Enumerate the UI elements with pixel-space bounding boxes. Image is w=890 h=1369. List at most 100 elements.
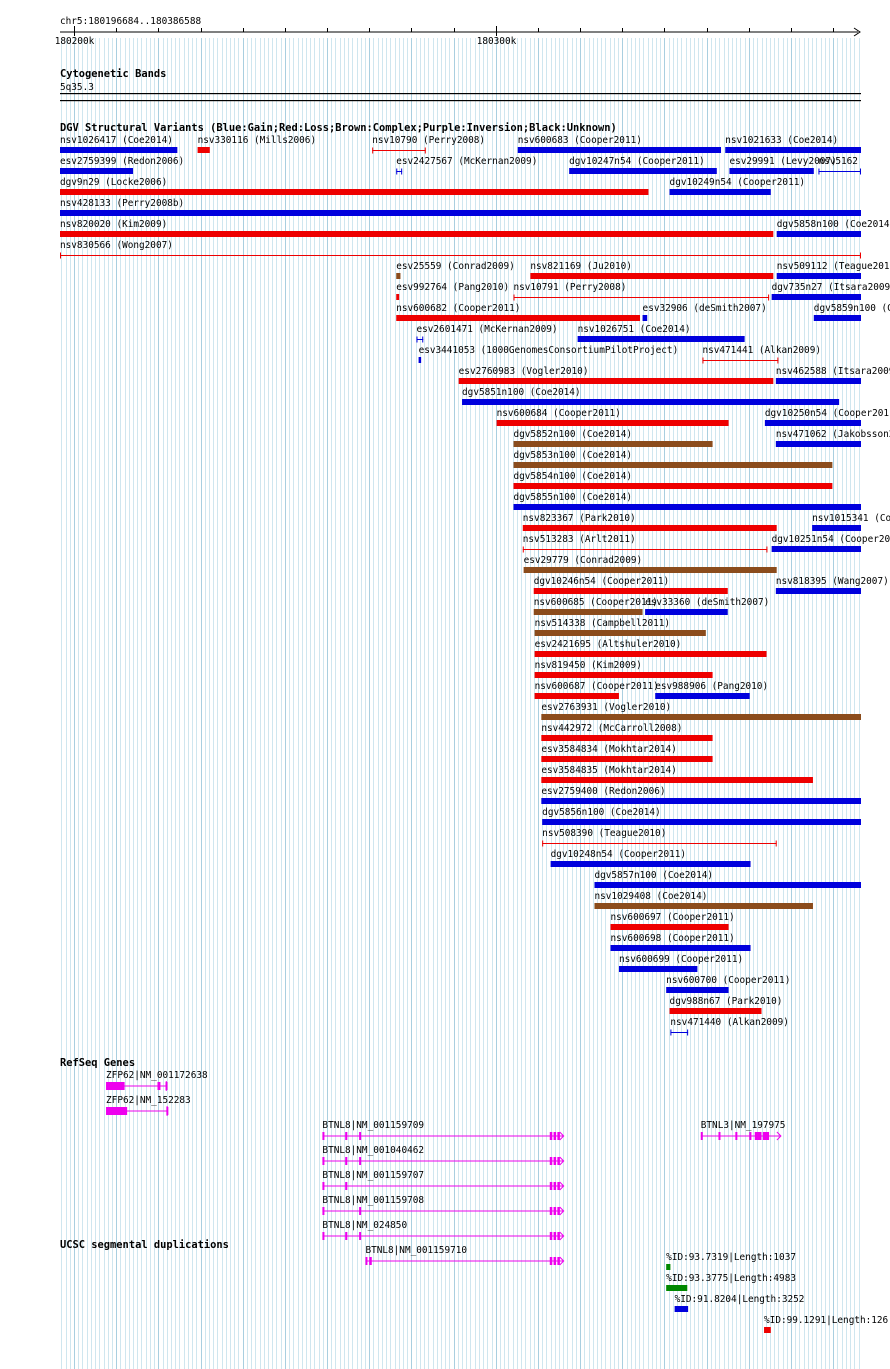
gene-exon[interactable] [322,1232,325,1240]
dgv-feature-bar[interactable] [396,273,401,279]
dgv-feature[interactable]: esv3584835 (Mokhtar2014) [541,765,813,783]
dgv-feature[interactable]: nsv830566 (Wong2007) [60,240,861,259]
dgv-feature[interactable]: nsv600698 (Cooper2011) [610,933,751,951]
dgv-feature[interactable]: nsv820020 (Kim2009) [60,219,774,237]
dgv-feature-bar[interactable] [594,903,813,909]
dgv-feature[interactable]: dgv5859n100 (Coe2014) [813,303,890,321]
dgv-feature[interactable]: esv3584834 (Mokhtar2014) [541,744,713,762]
dgv-feature-bar[interactable] [776,231,861,237]
dgv-feature-bar[interactable] [642,315,648,321]
dgv-feature-bar[interactable] [594,882,861,888]
gene-exon[interactable] [106,1107,128,1115]
dgv-feature-bar[interactable] [533,609,643,615]
dgv-feature[interactable]: dgv10251n54 (Cooper2011) [771,534,890,552]
dgv-feature[interactable]: nsv1021633 (Coe2014) [725,135,861,153]
dgv-feature-bar[interactable] [60,210,861,216]
gene-exon[interactable] [557,1132,560,1140]
dgv-feature[interactable]: esv32906 (deSmith2007) [642,303,767,321]
dgv-feature[interactable]: nsv471440 (Alkan2009) [670,1017,789,1036]
dgv-feature-bar[interactable] [645,609,728,615]
dgv-feature[interactable]: nsv428133 (Perry2008b) [60,198,861,216]
dgv-feature-bar[interactable] [610,945,751,951]
segdup-bar[interactable] [764,1327,771,1333]
dgv-feature[interactable]: dgv5858n100 (Coe2014) [776,219,890,237]
dgv-feature-bar[interactable] [764,420,861,426]
dgv-feature[interactable]: nsv600697 (Cooper2011) [610,912,735,930]
dgv-feature[interactable]: esv3441053 (1000GenomesConsortiumPilotPr… [418,345,679,363]
segdup-bar[interactable] [666,1264,671,1270]
dgv-feature-bar[interactable] [542,819,861,825]
gene-exon[interactable] [553,1257,557,1265]
dgv-feature-bar[interactable] [577,336,745,342]
dgv-feature[interactable]: nsv330116 (Mills2006) [197,135,317,153]
dgv-feature[interactable]: dgv5852n100 (Coe2014) [513,429,713,447]
dgv-feature[interactable]: dgv10247n54 (Cooper2011) [569,156,717,174]
dgv-feature-bar[interactable] [60,168,134,174]
dgv-feature[interactable]: nsv600682 (Cooper2011) [396,303,641,321]
dgv-feature-bar[interactable] [541,777,813,783]
gene-exon[interactable] [345,1232,348,1240]
gene-exon[interactable] [106,1082,125,1090]
dgv-feature-bar[interactable] [534,651,767,657]
dgv-feature[interactable]: nsv821169 (Ju2010) [530,261,774,279]
segdup-feature[interactable]: %ID:99.1291|Length:126 [764,1315,889,1333]
gene-exon[interactable] [762,1132,770,1140]
dgv-feature-bar[interactable] [771,546,861,552]
dgv-track-title[interactable]: DGV Structural Variants (Blue:Gain;Red:L… [60,122,617,134]
gene-exon[interactable] [345,1157,348,1165]
dgv-feature[interactable]: dgv10250n54 (Cooper2011) [764,408,890,426]
dgv-feature-bar[interactable] [534,630,706,636]
dgv-feature[interactable]: nsv10791 (Perry2008) [513,282,770,301]
dgv-feature-bar[interactable] [513,504,861,510]
dgv-feature[interactable]: dgv5856n100 (Coe2014) [542,807,861,825]
dgv-feature-bar[interactable] [813,315,861,321]
gene-exon[interactable] [749,1132,752,1140]
dgv-feature[interactable]: nsv823367 (Park2010) [522,513,777,531]
gene-exon[interactable] [549,1157,553,1165]
dgv-feature[interactable]: nsv513283 (Arlt2011) [522,534,768,553]
dgv-feature[interactable]: nsv600684 (Cooper2011) [496,408,729,426]
dgv-feature[interactable]: nsv819450 (Kim2009) [534,660,713,678]
dgv-feature[interactable]: esv2759400 (Redon2006) [541,786,861,804]
dgv-feature[interactable]: nsv471062 (Jakobsson2008) [775,429,890,447]
dgv-feature[interactable]: esv29991 (Levy2007) [729,156,837,174]
dgv-feature-bar[interactable] [729,168,814,174]
gene-exon[interactable] [557,1232,560,1240]
dgv-feature-bar[interactable] [775,588,861,594]
segdup-feature[interactable]: %ID:93.7319|Length:1037 [666,1252,796,1270]
dgv-feature-bar[interactable] [534,693,619,699]
dgv-feature[interactable]: esv2421695 (Altshuler2010) [534,639,767,657]
dgv-feature-bar[interactable] [530,273,774,279]
gene-exon[interactable] [553,1232,557,1240]
dgv-feature[interactable]: dgv10249n54 (Cooper2011) [669,177,805,195]
gene-exon[interactable] [322,1182,325,1190]
dgv-feature[interactable]: nsv600687 (Cooper2011) [534,681,659,699]
dgv-feature-bar[interactable] [812,525,861,531]
dgv-feature[interactable]: dgv5853n100 (Coe2014) [513,450,833,468]
segdup-feature[interactable]: %ID:91.8204|Length:3252 [674,1294,805,1312]
dgv-feature[interactable]: nsv1026417 (Coe2014) [60,135,178,153]
dgv-feature[interactable]: dgv5857n100 (Coe2014) [594,870,861,888]
dgv-feature-bar[interactable] [513,441,713,447]
dgv-feature[interactable]: nsv818395 (Wang2007) [775,576,889,594]
dgv-feature-bar[interactable] [569,168,717,174]
dgv-feature-bar[interactable] [462,399,840,405]
dgv-feature-bar[interactable] [541,756,713,762]
dgv-feature-bar[interactable] [517,147,722,153]
dgv-feature[interactable]: esv992764 (Pang2010) [396,282,509,300]
gene-exon[interactable] [700,1132,703,1140]
gene-model[interactable]: BTNL8|NM_001159710 [365,1245,565,1266]
gene-exon[interactable] [718,1132,721,1140]
gene-exon[interactable] [557,1257,560,1265]
gene-model[interactable]: BTNL8|NM_001159708 [322,1195,565,1216]
dgv-feature-bar[interactable] [669,189,771,195]
dgv-feature-bar[interactable] [513,483,833,489]
dgv-feature[interactable]: dgv988n67 (Park2010) [669,996,783,1014]
segdup-feature[interactable]: %ID:93.3775|Length:4983 [666,1273,796,1291]
dgv-feature[interactable]: dgv5855n100 (Coe2014) [513,492,861,510]
dgv-feature[interactable]: esv33360 (deSmith2007) [645,597,769,615]
dgv-feature[interactable]: nsv600700 (Cooper2011) [666,975,790,993]
dgv-feature-bar[interactable] [496,420,729,426]
dgv-feature[interactable]: nsv471441 (Alkan2009) [702,345,821,364]
dgv-feature[interactable]: esv2601471 (McKernan2009) [416,324,558,343]
